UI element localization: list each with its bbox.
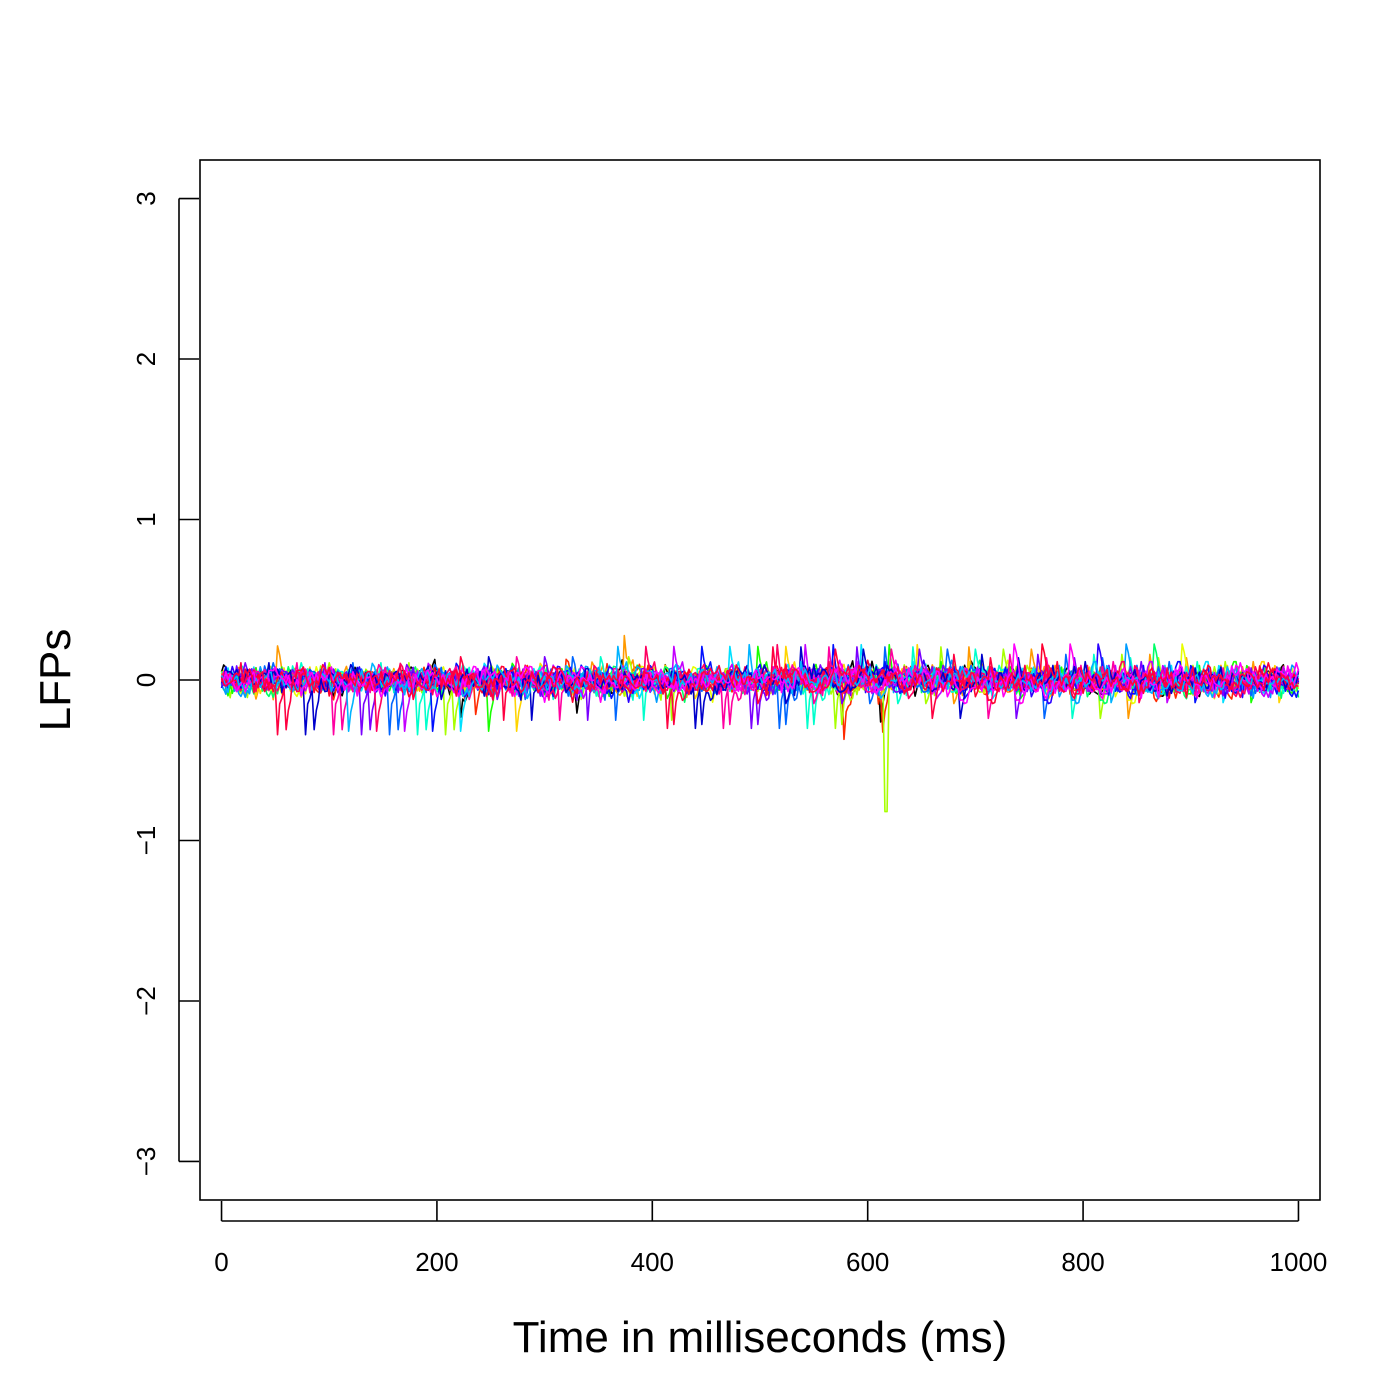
- x-tick-label: 400: [631, 1247, 674, 1277]
- series-line: [221, 643, 1300, 705]
- x-tick-label: 1000: [1270, 1247, 1328, 1277]
- x-axis-title: Time in milliseconds (ms): [513, 1313, 1008, 1362]
- plot-frame: [199, 159, 1321, 1201]
- series-line: [220, 643, 1299, 732]
- y-tick-label: 3: [131, 191, 161, 205]
- y-tick-label: −2: [131, 986, 161, 1016]
- x-axis: 0 200 400 600 800 1000: [214, 1201, 1327, 1277]
- y-tick-label: 0: [131, 673, 161, 687]
- x-tick-label: 800: [1061, 1247, 1104, 1277]
- y-tick-label: −3: [131, 1147, 161, 1177]
- series-layer: [220, 634, 1300, 813]
- x-tick-label: 200: [415, 1247, 458, 1277]
- x-tick-label: 600: [846, 1247, 889, 1277]
- y-axis: −3 −2 −1 0 1 2 3: [131, 191, 199, 1176]
- x-tick-label: 0: [214, 1247, 228, 1277]
- series-line: [220, 646, 1299, 736]
- y-tick-label: 2: [131, 352, 161, 366]
- y-tick-label: −1: [131, 826, 161, 856]
- y-axis-title: LFPs: [31, 629, 80, 732]
- y-tick-label: 1: [131, 512, 161, 526]
